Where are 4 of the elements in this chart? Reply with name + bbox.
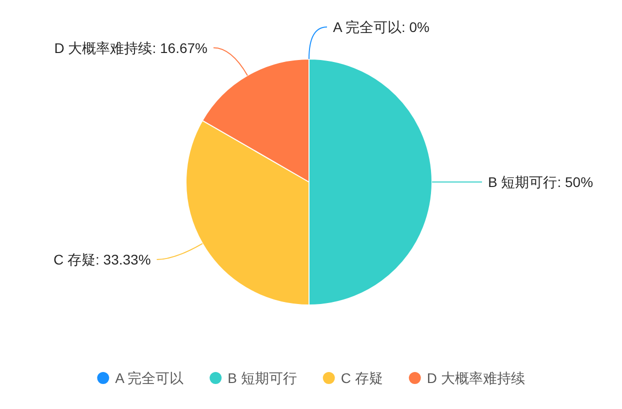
legend-label: C 存疑: [340, 370, 383, 386]
legend-label: A 完全可以: [115, 370, 184, 386]
legend-label: D 大概率难持续: [426, 370, 525, 386]
legend-label: B 短期可行: [228, 370, 297, 386]
